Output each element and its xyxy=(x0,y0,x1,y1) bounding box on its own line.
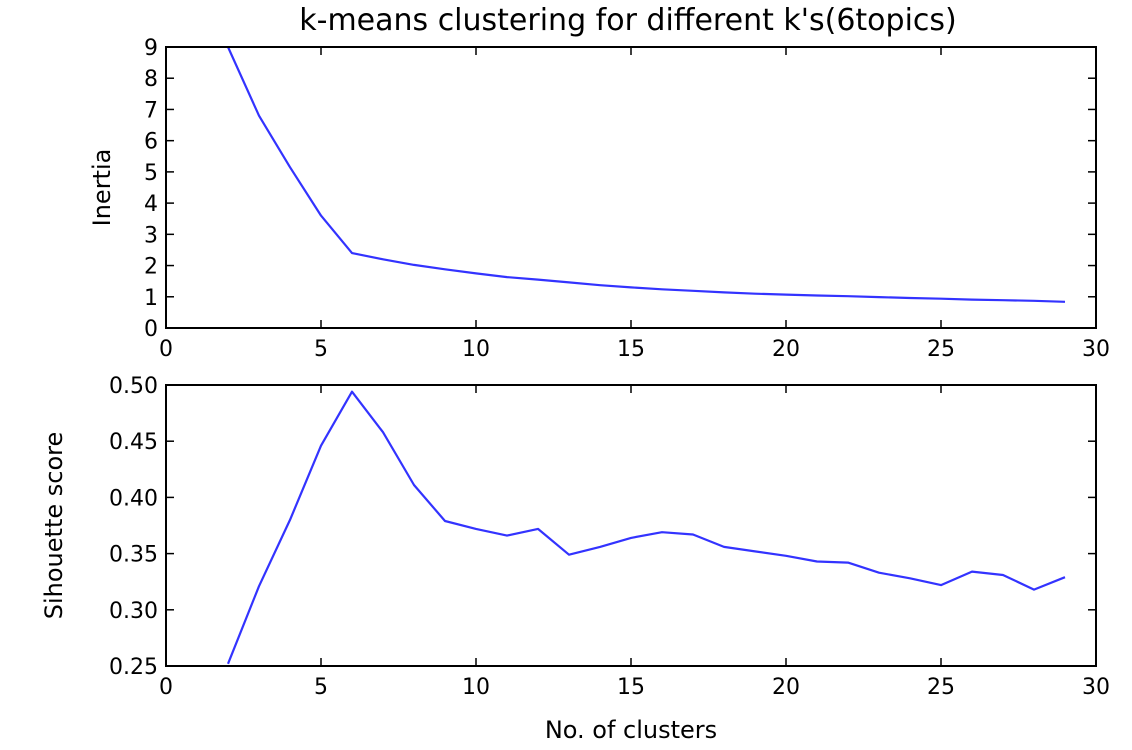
inertia-y-tick-label: 3 xyxy=(144,223,158,248)
silhouette-x-tick-label: 0 xyxy=(159,675,173,700)
silhouette-x-tick-label: 15 xyxy=(617,675,645,700)
chart-title: k-means clustering for different k's(6to… xyxy=(299,3,957,38)
inertia-y-tick-label: 4 xyxy=(144,192,158,217)
silhouette-y-tick-label: 0.35 xyxy=(109,543,158,568)
silhouette-y-tick-label: 0.25 xyxy=(109,655,158,680)
inertia-y-tick-label: 1 xyxy=(144,286,158,311)
inertia-y-tick-label: 8 xyxy=(144,67,158,92)
silhouette-y-axis-label: Sihouette score xyxy=(40,432,68,619)
inertia-panel: 0 5 10 15 20 25 30 0 1 2 3 4 5 6 7 8 9 Inertia xyxy=(88,36,1110,362)
inertia-x-tick-label: 0 xyxy=(159,337,173,362)
inertia-axes-frame xyxy=(165,46,1097,329)
inertia-y-tick-label: 5 xyxy=(144,161,158,186)
silhouette-x-tick-label: 10 xyxy=(462,675,490,700)
inertia-y-tick-label: 9 xyxy=(144,36,158,61)
silhouette-x-tick-label: 20 xyxy=(772,675,800,700)
inertia-x-tick-label: 30 xyxy=(1082,337,1110,362)
silhouette-y-tick-label: 0.40 xyxy=(109,486,158,511)
silhouette-x-tick-label: 30 xyxy=(1082,675,1110,700)
inertia-y-tick-label: 2 xyxy=(144,255,158,280)
silhouette-panel: 0 5 10 15 20 25 30 0.25 0.30 0.35 0.40 0.45 0.50 Siho… xyxy=(40,374,1110,744)
silhouette-y-tick-label: 0.30 xyxy=(109,599,158,624)
silhouette-y-tick-label: 0.50 xyxy=(109,374,158,399)
silhouette-series-line xyxy=(226,390,1066,665)
silhouette-x-tick-label: 5 xyxy=(314,675,328,700)
inertia-x-tick-label: 20 xyxy=(772,337,800,362)
silhouette-x-tick-label: 25 xyxy=(927,675,955,700)
inertia-x-tick-label: 5 xyxy=(314,337,328,362)
inertia-y-tick-label: 6 xyxy=(144,130,158,155)
inertia-x-tick-label: 10 xyxy=(462,337,490,362)
silhouette-y-tick-label: 0.45 xyxy=(109,430,158,455)
silhouette-x-axis-label: No. of clusters xyxy=(545,716,717,744)
inertia-y-axis-label: Inertia xyxy=(88,149,116,227)
silhouette-axes-frame xyxy=(165,384,1097,667)
inertia-series-line xyxy=(226,47,1066,303)
inertia-x-tick-label: 15 xyxy=(617,337,645,362)
inertia-y-tick-label: 7 xyxy=(144,98,158,123)
inertia-x-tick-label: 25 xyxy=(927,337,955,362)
inertia-y-tick-label: 0 xyxy=(144,317,158,342)
